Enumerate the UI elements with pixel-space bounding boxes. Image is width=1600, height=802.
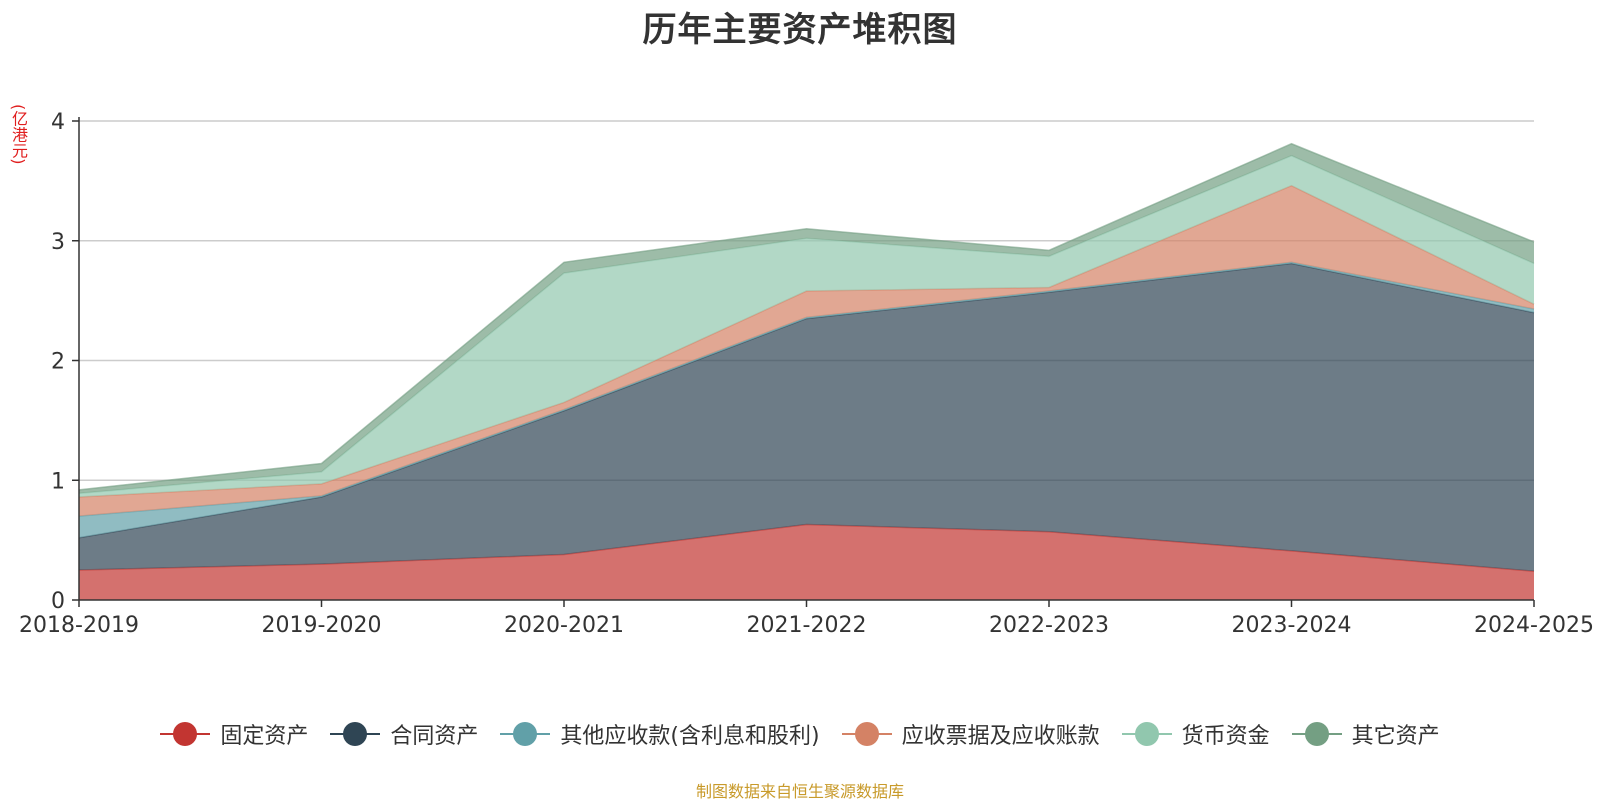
legend-label: 应收票据及应收账款 <box>901 724 1100 749</box>
stacked-areas <box>78 142 1535 600</box>
source-note: 制图数据来自恒生聚源数据库 <box>695 782 904 801</box>
legend-dot-icon <box>513 722 538 746</box>
legend-label: 其它资产 <box>1351 724 1440 749</box>
legend-dot-icon <box>1304 722 1329 746</box>
legend-swatch <box>1291 722 1342 746</box>
y-tick-label: 0 <box>51 589 65 614</box>
legend-swatch <box>500 722 551 746</box>
chart-title: 历年主要资产堆积图 <box>642 10 958 50</box>
y-tick-label: 3 <box>51 230 65 255</box>
y-tick-label: 4 <box>51 110 65 135</box>
legend-swatch <box>1121 722 1172 746</box>
legend-dot-icon <box>343 722 368 746</box>
legend-swatch <box>330 722 381 746</box>
legend-item[interactable]: 固定资产 <box>160 718 308 750</box>
legend-swatch <box>841 722 892 746</box>
x-tick-label: 2024-2025 <box>1474 613 1594 638</box>
series-line-5 <box>78 142 1535 491</box>
legend-label: 货币资金 <box>1181 724 1270 749</box>
legend-label: 合同资产 <box>390 724 479 749</box>
y-tick-label: 1 <box>51 469 65 494</box>
legend-swatch <box>160 722 211 746</box>
x-tick-label: 2020-2021 <box>504 613 624 638</box>
legend-dot-icon <box>854 722 879 746</box>
area-series-1 <box>79 263 1534 572</box>
legend-dot-icon <box>173 722 198 746</box>
y-tick-label: 2 <box>51 350 65 375</box>
legend-dot-icon <box>1134 722 1159 746</box>
y-axis-unit-label: (亿港元) <box>9 104 28 165</box>
area-series-3 <box>79 185 1534 517</box>
area-series-0 <box>79 524 1534 600</box>
legend-item[interactable]: 其它资产 <box>1291 718 1440 750</box>
x-tick-label: 2018-2019 <box>19 613 139 638</box>
legend-item[interactable]: 应收票据及应收账款 <box>841 718 1100 750</box>
legend: 固定资产 合同资产 其他应收款(含利息和股利) 应收票据及应收账款 货币资金 其它资产 <box>0 718 1600 750</box>
legend-label: 固定资产 <box>220 724 309 749</box>
legend-item[interactable]: 其他应收款(含利息和股利) <box>500 718 820 750</box>
legend-label: 其他应收款(含利息和股利) <box>560 724 820 749</box>
x-tick-label: 2021-2022 <box>747 613 867 638</box>
axes: 0 1 2 3 4 2018-2019 2019-2020 2020-2021 2021-202… <box>19 110 1594 638</box>
x-tick-label: 2019-2020 <box>262 613 382 638</box>
legend-item[interactable]: 货币资金 <box>1121 718 1270 750</box>
legend-item[interactable]: 合同资产 <box>330 718 478 750</box>
area-series-4 <box>79 155 1534 498</box>
x-tick-label: 2023-2024 <box>1232 613 1352 638</box>
x-tick-label: 2022-2023 <box>989 613 1109 638</box>
